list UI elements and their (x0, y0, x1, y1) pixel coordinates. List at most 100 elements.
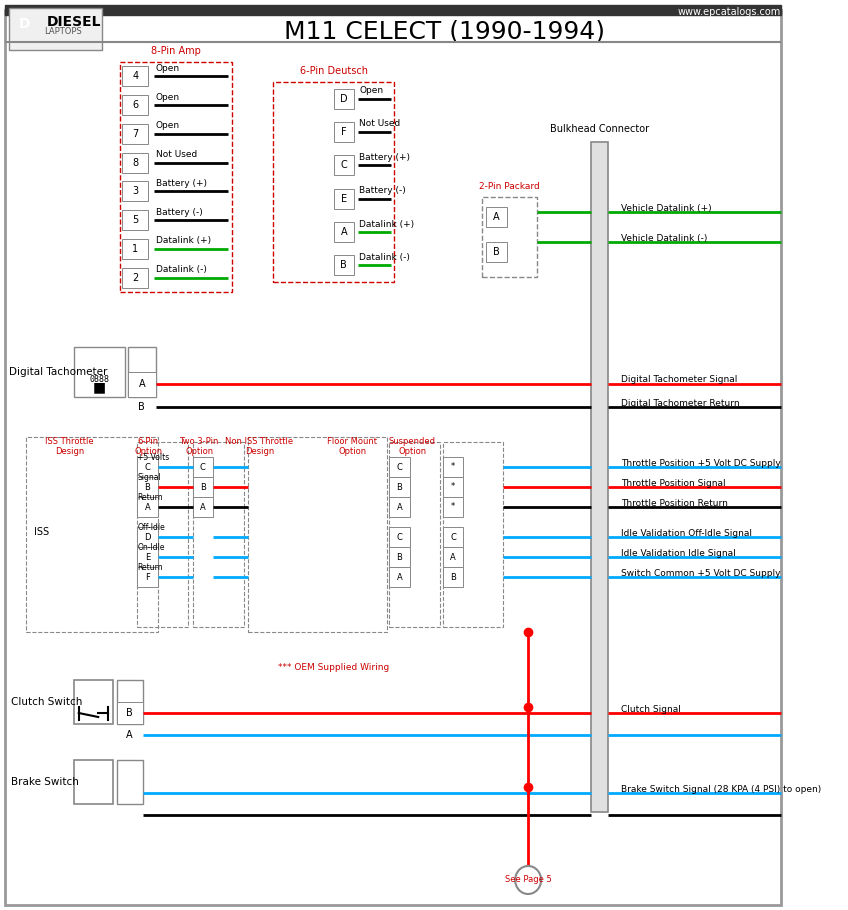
Bar (333, 222, 354, 242)
Text: Vehicle Datalink (+): Vehicle Datalink (+) (621, 204, 711, 213)
Bar (273, 82, 393, 282)
Text: Battery (-): Battery (-) (360, 187, 406, 195)
Text: ISS: ISS (34, 527, 49, 537)
Text: Open: Open (156, 121, 180, 130)
Text: *: * (451, 502, 455, 511)
Text: Throttle Position Return: Throttle Position Return (621, 499, 728, 508)
Bar (487, 242, 507, 262)
Bar (389, 442, 440, 627)
Text: Battery (+): Battery (+) (360, 153, 410, 162)
Bar (122, 238, 148, 258)
Text: C: C (200, 462, 206, 471)
Text: A: A (397, 572, 402, 581)
Text: B: B (450, 572, 456, 581)
Text: 4: 4 (132, 71, 138, 81)
Bar (443, 477, 463, 497)
Bar (192, 457, 213, 477)
Bar (389, 547, 410, 567)
Bar (192, 442, 243, 627)
Text: Digital Tachometer Signal: Digital Tachometer Signal (621, 376, 737, 385)
Text: M11 CELECT (1990-1994): M11 CELECT (1990-1994) (284, 20, 605, 44)
Text: +5 Volts: +5 Volts (137, 452, 170, 461)
Text: Two 3-Pin
Option: Two 3-Pin Option (180, 437, 219, 457)
Text: 2: 2 (132, 273, 138, 283)
Text: A: A (340, 227, 347, 237)
Bar (443, 547, 463, 567)
Bar (248, 437, 388, 632)
Bar (333, 122, 354, 142)
Text: LAPTOPS: LAPTOPS (44, 27, 82, 36)
Text: 0888: 0888 (89, 376, 109, 385)
Text: A: A (138, 379, 145, 389)
Bar (443, 457, 463, 477)
Bar (389, 527, 410, 547)
Text: B: B (396, 482, 402, 491)
Text: DIESEL: DIESEL (47, 15, 101, 29)
Bar (128, 347, 156, 397)
Text: B: B (126, 708, 133, 718)
Text: Clutch Switch: Clutch Switch (11, 697, 82, 707)
Text: C: C (450, 532, 456, 541)
Text: Return: Return (137, 562, 163, 571)
Bar (77, 764, 110, 800)
Text: Open: Open (156, 93, 180, 102)
Text: Idle Validation Idle Signal: Idle Validation Idle Signal (621, 549, 735, 558)
Circle shape (289, 185, 294, 189)
Circle shape (298, 197, 304, 203)
Bar (122, 96, 148, 116)
Text: Bulkhead Connector: Bulkhead Connector (550, 124, 649, 134)
Bar (333, 256, 354, 276)
Text: www.epcatalogs.com: www.epcatalogs.com (678, 7, 781, 17)
Bar (122, 153, 148, 173)
Text: Idle Validation Off-Idle Signal: Idle Validation Off-Idle Signal (621, 529, 752, 538)
Bar (389, 497, 410, 517)
Bar (117, 702, 142, 724)
Text: www.epcatalogs.com: www.epcatalogs.com (232, 528, 555, 557)
Text: B: B (138, 402, 145, 412)
Circle shape (308, 185, 313, 189)
Text: Datalink (-): Datalink (-) (360, 253, 410, 262)
Bar (137, 497, 158, 517)
Text: Datalink (+): Datalink (+) (360, 219, 415, 228)
Bar (333, 156, 354, 176)
Bar (443, 527, 463, 547)
Circle shape (297, 195, 306, 205)
Circle shape (287, 182, 297, 192)
Text: E: E (145, 552, 150, 561)
Bar (389, 457, 410, 477)
Text: Return: Return (137, 492, 163, 501)
Text: C: C (144, 462, 150, 471)
Circle shape (306, 167, 315, 177)
Text: Datalink (+): Datalink (+) (156, 237, 211, 246)
Bar (389, 567, 410, 587)
Text: A: A (126, 730, 133, 740)
Text: E: E (341, 194, 347, 204)
Text: Battery (+): Battery (+) (156, 179, 207, 187)
Bar (9, 8, 102, 50)
Text: Switch Common +5 Volt DC Supply: Switch Common +5 Volt DC Supply (621, 569, 780, 578)
Text: 8-Pin Amp: 8-Pin Amp (151, 46, 201, 56)
Text: D: D (19, 17, 30, 31)
Text: A: A (494, 212, 500, 222)
Bar (137, 567, 158, 587)
Bar (122, 268, 148, 288)
Text: ■: ■ (92, 380, 106, 394)
Bar (482, 197, 538, 277)
Bar (443, 567, 463, 587)
Text: 6: 6 (132, 100, 138, 110)
Bar (117, 680, 142, 724)
Text: Throttle Position Signal: Throttle Position Signal (621, 479, 725, 488)
Text: Non ISS Throttle
Design: Non ISS Throttle Design (226, 437, 293, 457)
Text: 5: 5 (132, 215, 138, 225)
Text: C: C (396, 462, 402, 471)
Circle shape (289, 169, 294, 175)
Text: Not Used: Not Used (156, 150, 197, 159)
Text: Open: Open (156, 64, 180, 73)
Bar (137, 477, 158, 497)
Text: A: A (450, 552, 456, 561)
Text: D: D (340, 94, 348, 104)
Text: 1: 1 (132, 244, 138, 254)
Text: A: A (144, 502, 150, 511)
Bar (122, 66, 148, 86)
Text: A: A (397, 502, 402, 511)
